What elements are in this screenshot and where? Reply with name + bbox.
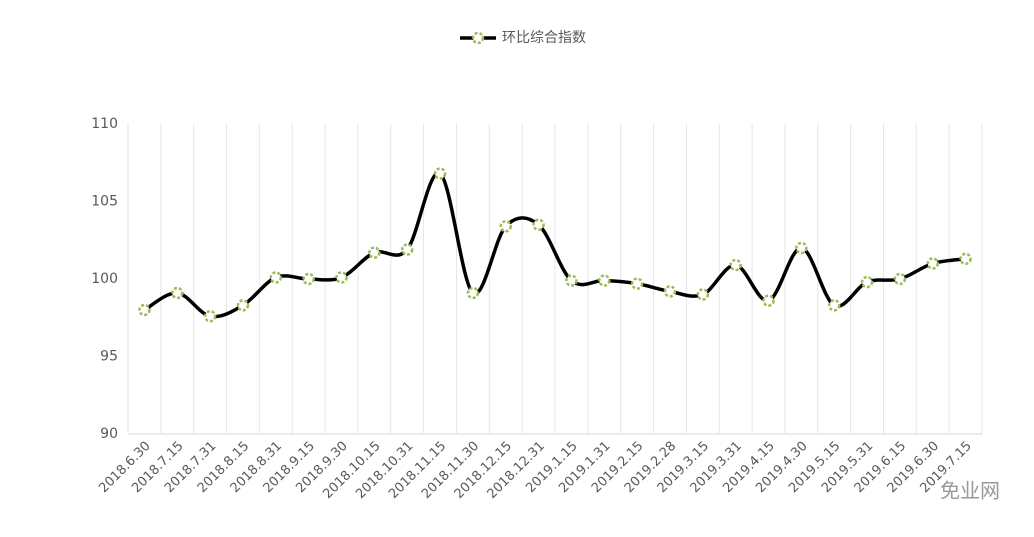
marker [827,299,841,312]
marker [630,277,644,290]
marker [696,288,710,301]
marker [499,220,512,233]
marker [565,274,578,287]
marker [926,257,939,270]
marker [236,299,250,312]
marker [729,258,742,272]
marker [663,285,677,298]
watermark: 免业网 [940,479,1000,503]
marker [466,286,480,300]
marker [598,274,611,287]
marker [433,167,447,180]
marker [138,303,151,317]
marker [368,246,381,259]
marker [302,272,315,286]
marker [959,252,972,266]
marker [893,272,907,286]
legend-marker [471,31,485,45]
y-tick-label: 95 [100,349,118,365]
marker [171,286,184,300]
marker [335,271,348,284]
y-tick-label: 110 [91,116,118,132]
marker [269,271,283,284]
y-tick-label: 90 [100,426,118,442]
marker [400,243,414,256]
legend-label: 环比综合指数 [502,30,586,46]
marker [532,218,545,231]
marker [860,275,874,289]
y-tick-label: 100 [91,271,118,287]
marker [762,294,775,307]
series-line [143,171,966,319]
marker [795,241,808,255]
y-tick-label: 105 [91,194,118,210]
marker [203,309,217,323]
